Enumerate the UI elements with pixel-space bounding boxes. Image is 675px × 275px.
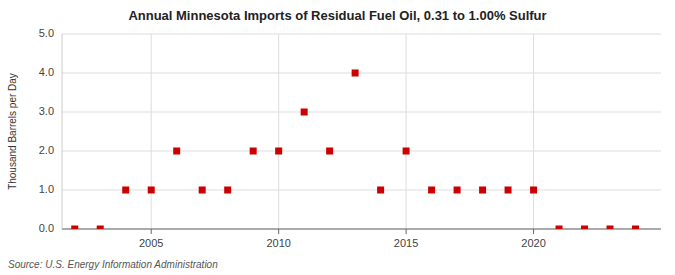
x-grid-line — [278, 34, 279, 229]
x-tick-label: 2020 — [521, 237, 545, 249]
y-tick-label: 3.0 — [39, 105, 54, 117]
x-tick-label: 2010 — [266, 237, 290, 249]
grid — [62, 34, 661, 229]
point — [71, 226, 78, 230]
y-tick-label: 1.0 — [39, 183, 54, 195]
points — [71, 70, 639, 230]
y-tick-label: 2.0 — [39, 144, 54, 156]
point — [607, 226, 614, 230]
point — [275, 148, 282, 155]
x-tick — [406, 229, 407, 234]
point — [250, 148, 257, 155]
x-axis-line — [62, 229, 661, 230]
y-grid-line — [62, 112, 661, 113]
y-axis-label: Thousand Barrels per Day — [7, 73, 18, 190]
x-grid-line — [406, 34, 407, 229]
y-grid-line — [62, 229, 661, 230]
point — [122, 187, 129, 194]
point — [632, 226, 639, 230]
point — [224, 187, 231, 194]
y-grid-line — [62, 151, 661, 152]
source-note: Source: U.S. Energy Information Administ… — [8, 259, 218, 270]
point — [97, 226, 104, 230]
point — [301, 109, 308, 116]
y-grid-line — [62, 34, 661, 35]
x-tick — [533, 229, 534, 234]
x-tick-label: 2015 — [394, 237, 418, 249]
x-tick — [278, 229, 279, 234]
point — [428, 187, 435, 194]
point — [403, 148, 410, 155]
x-grid-line — [151, 34, 152, 229]
point — [173, 148, 180, 155]
y-axis-line — [62, 34, 63, 229]
y-grid-line — [62, 73, 661, 74]
point — [479, 187, 486, 194]
point — [326, 148, 333, 155]
point — [148, 187, 155, 194]
point — [454, 187, 461, 194]
point — [199, 187, 206, 194]
x-tick-label: 2005 — [139, 237, 163, 249]
point — [505, 187, 512, 194]
x-tick — [151, 229, 152, 234]
y-tick-label: 5.0 — [39, 27, 54, 39]
chart: 0.0 1.0 2.0 3.0 4.0 5.0 2005 2010 2015 2020 Annual… — [0, 0, 675, 275]
point — [530, 187, 537, 194]
title: Annual Minnesota Imports of Residual Fue… — [128, 8, 546, 23]
point — [581, 226, 588, 230]
point — [556, 226, 563, 230]
point — [352, 70, 359, 77]
y-tick-label: 0.0 — [39, 222, 54, 234]
point — [377, 187, 384, 194]
y-tick-label: 4.0 — [39, 66, 54, 78]
x-grid-line — [533, 34, 534, 229]
